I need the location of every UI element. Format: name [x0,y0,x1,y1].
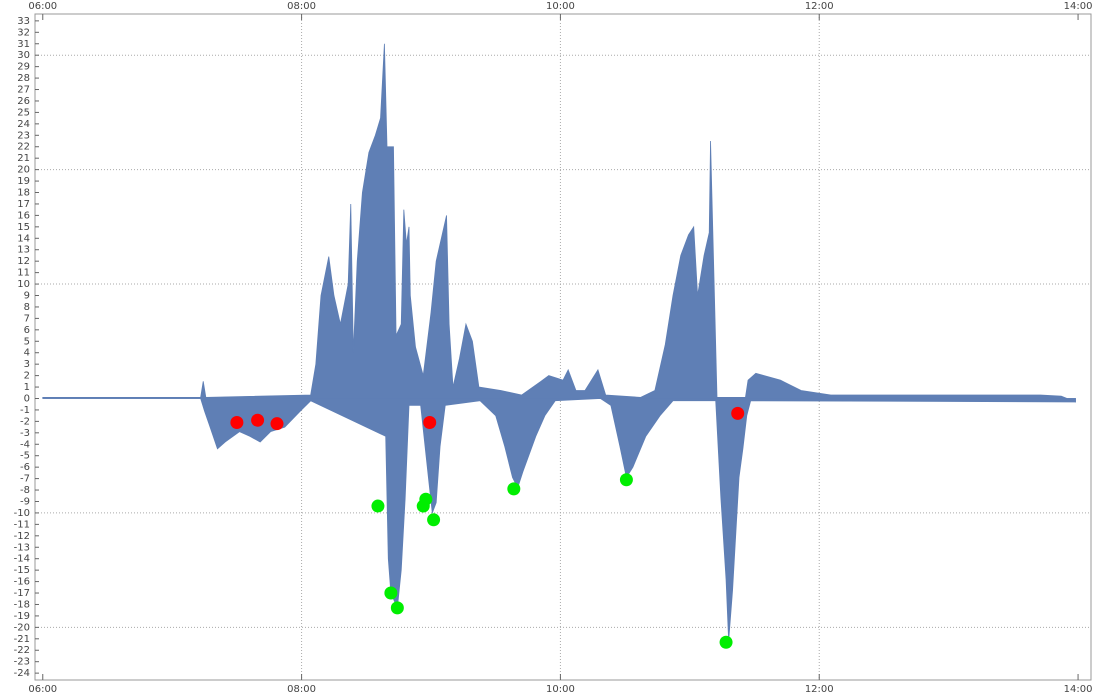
y-tick-label: 1 [24,382,30,393]
y-tick-label: -10 [14,508,30,519]
y-tick-label: -20 [14,622,30,633]
y-tick-label: 12 [17,256,30,267]
x-tick-label: 06:00 [28,1,57,12]
y-tick-label: -11 [14,519,30,530]
point [719,635,733,649]
x-tick-label: 10:00 [546,1,575,12]
y-tick-label: -17 [14,588,30,599]
y-tick-label: 21 [17,153,30,164]
y-tick-label: 29 [17,62,30,73]
y-tick-label: 0 [24,393,30,404]
y-tick-label: -9 [20,496,30,507]
y-tick-label: 33 [17,16,30,27]
area [42,398,1076,642]
y-tick-label: 16 [17,210,30,221]
point [270,417,284,431]
point [371,499,385,513]
y-tick-label: 22 [17,142,30,153]
x-tick-label: 08:00 [287,1,316,12]
y-tick-label: 18 [17,188,30,199]
y-tick-label: 24 [17,119,30,130]
y-tick-label: -3 [20,428,30,439]
x-tick-label: 10:00 [546,684,575,695]
y-tick-label: 10 [17,279,30,290]
point [731,406,745,420]
y-tick-label: 31 [17,39,30,50]
point [427,513,441,527]
y-tick-label: -1 [20,405,30,416]
y-tick-label: 8 [24,302,30,313]
y-tick-label: -7 [20,474,30,485]
y-tick-label: 20 [17,165,30,176]
y-tick-label: -4 [20,439,30,450]
y-tick-label: -5 [20,451,30,462]
y-tick-label: -21 [14,634,30,645]
plot-frame [34,13,1092,681]
x-tick-label: 12:00 [805,1,834,12]
y-tick-label: -6 [20,462,30,473]
point [390,601,404,615]
y-tick-label: 27 [17,85,30,96]
y-tick-label: 26 [17,96,30,107]
y-tick-label: 32 [17,27,30,38]
y-tick-label: -12 [14,531,30,542]
point [423,416,437,430]
y-tick-label: 23 [17,130,30,141]
y-tick-label: -8 [20,485,30,496]
y-tick-label: 17 [17,199,30,210]
y-tick-label: 2 [24,371,30,382]
point [230,416,244,430]
point [419,492,433,506]
point [384,586,398,600]
y-tick-label: -16 [14,577,30,588]
y-tick-label: 3 [24,359,30,370]
y-tick-label: 19 [17,176,30,187]
y-tick-label: 6 [24,325,30,336]
y-tick-label: 14 [17,233,30,244]
point [619,473,633,487]
y-tick-label: -14 [14,554,30,565]
x-tick-label: 14:00 [1064,1,1093,12]
y-tick-label: 25 [17,107,30,118]
y-tick-label: 9 [24,291,30,302]
x-tick-label: 08:00 [287,684,316,695]
x-tick-label: 14:00 [1064,684,1093,695]
y-tick-label: 11 [17,268,30,279]
y-tick-label: 5 [24,336,30,347]
y-tick-label: -2 [20,416,30,427]
y-tick-label: 15 [17,222,30,233]
y-tick-label: -22 [14,645,30,656]
point [507,482,521,496]
y-tick-label: -24 [14,668,30,679]
y-tick-label: -13 [14,542,30,553]
point [251,413,265,427]
y-tick-label: -23 [14,657,30,668]
y-tick-label: 30 [17,50,30,61]
area [42,43,1076,403]
y-tick-label: 13 [17,245,30,256]
y-tick-label: 7 [24,313,30,324]
x-tick-label: 12:00 [805,684,834,695]
y-tick-label: 28 [17,73,30,84]
y-tick-label: -19 [14,611,30,622]
y-tick-label: -15 [14,565,30,576]
x-tick-label: 06:00 [28,684,57,695]
y-tick-label: 4 [24,348,30,359]
y-tick-label: -18 [14,599,30,610]
